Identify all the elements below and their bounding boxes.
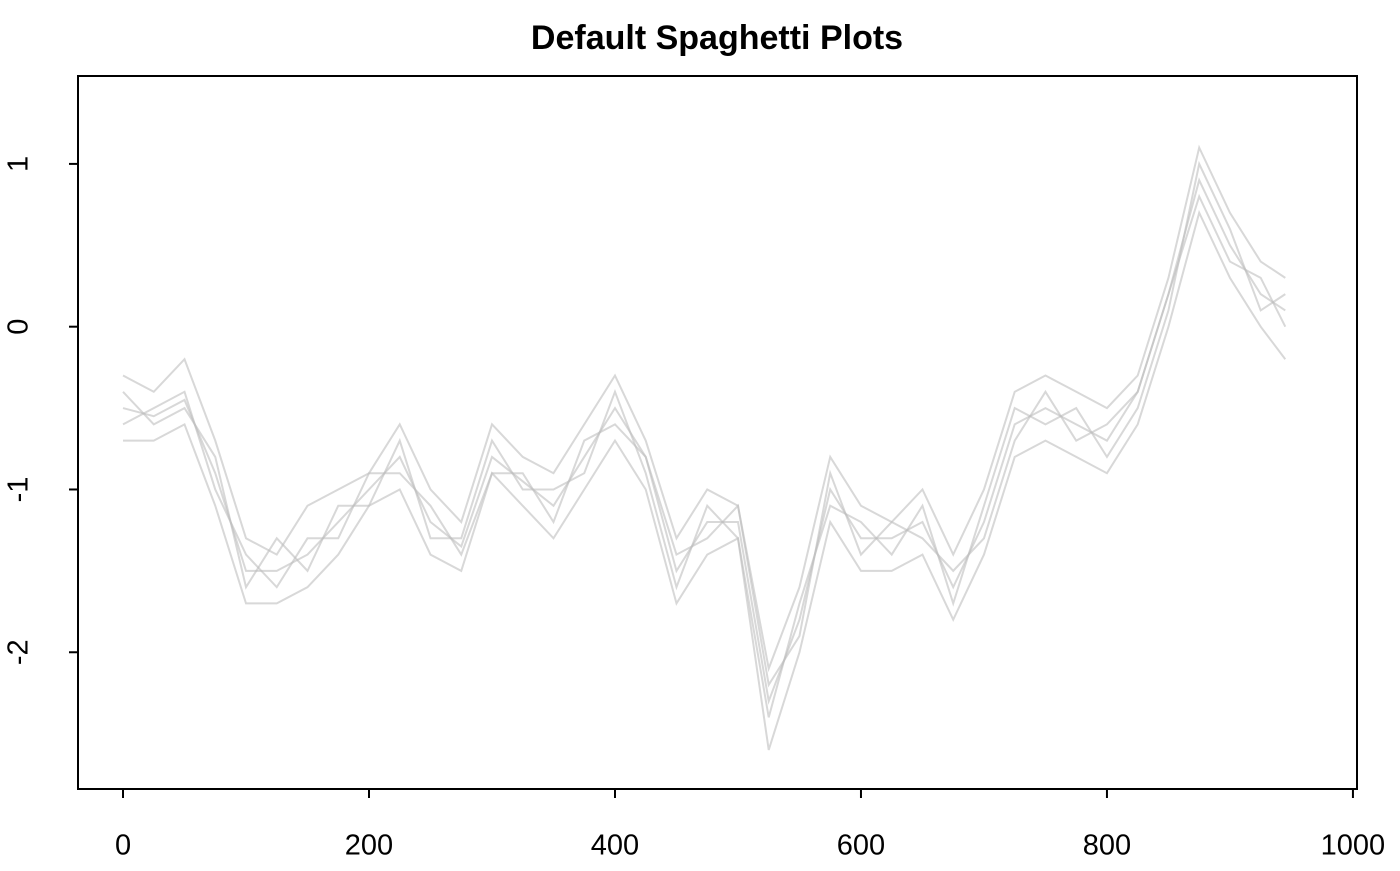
series-line bbox=[122, 144, 1286, 673]
chart-title: Default Spaghetti Plots bbox=[531, 19, 903, 57]
y-tick-label: -1 bbox=[3, 477, 35, 503]
x-tick-label: 800 bbox=[1083, 830, 1131, 862]
x-tick-label: 1000 bbox=[1321, 830, 1386, 862]
x-tick-label: 0 bbox=[115, 830, 131, 862]
x-tick-label: 400 bbox=[591, 830, 639, 862]
y-tick-label: 0 bbox=[3, 319, 35, 335]
series-line bbox=[122, 177, 1286, 705]
x-tick-label: 200 bbox=[345, 830, 393, 862]
y-tick-label: 1 bbox=[3, 156, 35, 172]
series-line bbox=[123, 209, 1287, 751]
y-tick-label: -2 bbox=[3, 639, 35, 665]
series-line bbox=[122, 160, 1286, 718]
series-line bbox=[122, 193, 1287, 688]
plot-frame bbox=[77, 75, 1358, 790]
x-tick-label: 600 bbox=[837, 830, 885, 862]
